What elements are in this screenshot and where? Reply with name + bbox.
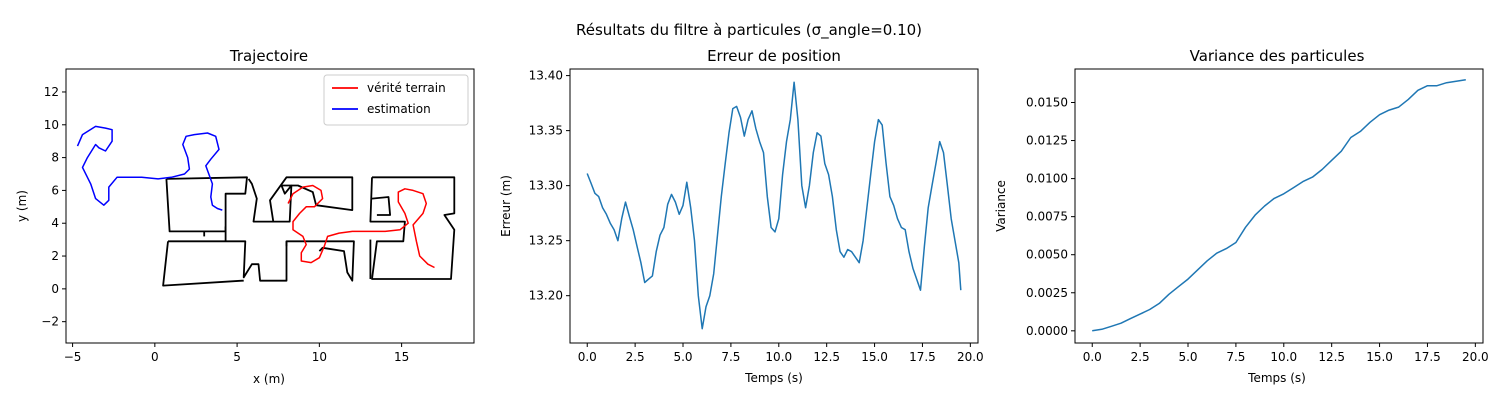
error-xtick-label: 0.0 [578, 350, 597, 364]
trajectory-ytick-label: −2 [41, 315, 59, 329]
variance-ytick-label: 0.0150 [1026, 95, 1068, 109]
variance-xtick-label: 7.5 [1226, 350, 1245, 364]
error-xtick-label: 5.0 [673, 350, 692, 364]
variance-xtick-label: 20.0 [1462, 350, 1489, 364]
variance-xtick-label: 5.0 [1178, 350, 1197, 364]
trajectory-ytick-label: 10 [44, 118, 59, 132]
error-xtick-label: 10.0 [765, 350, 792, 364]
legend-label: vérité terrain [367, 81, 446, 95]
trajectory-series-line-1 [76, 125, 223, 211]
trajectory-title: Trajectoire [229, 47, 308, 65]
wall-segment [162, 241, 244, 287]
error-ytick-label: 13.30 [529, 179, 563, 193]
trajectory-axes-frame [65, 68, 475, 344]
trajectory-ytick-label: 6 [51, 183, 59, 197]
trajectory-xlabel: x (m) [253, 372, 285, 386]
variance-xtick-label: 12.5 [1318, 350, 1345, 364]
error-ytick-label: 13.35 [529, 124, 563, 138]
wall-segment [247, 176, 354, 223]
legend-box [323, 74, 469, 126]
trajectory-xtick-label: −5 [64, 350, 82, 364]
error-axes-frame [569, 68, 979, 344]
variance-xtick-label: 17.5 [1414, 350, 1441, 364]
error-title: Erreur de position [707, 47, 841, 65]
variance-ytick-label: 0.0000 [1026, 324, 1068, 338]
error-xtick-label: 12.5 [813, 350, 840, 364]
variance-xlabel: Temps (s) [1247, 371, 1306, 385]
variance-series-line-0 [1092, 78, 1466, 332]
error-ylabel: Erreur (m) [499, 175, 513, 237]
trajectory-xtick-label: 10 [312, 350, 327, 364]
variance-ytick-label: 0.0050 [1026, 248, 1068, 262]
position-error-plot: Erreur de position Temps (s) Erreur (m) … [499, 47, 984, 385]
wall-segment [369, 176, 456, 280]
legend-label: estimation [367, 102, 431, 116]
variance-ytick-label: 0.0075 [1026, 210, 1068, 224]
variance-xtick-label: 10.0 [1270, 350, 1297, 364]
trajectory-xtick-label: 15 [394, 350, 409, 364]
wall-segment [165, 176, 248, 233]
trajectory-ytick-label: 0 [51, 282, 59, 296]
wall-segment [371, 196, 392, 216]
trajectory-plot: Trajectoire x (m) y (m) −5 0 5 10 15 −2 0 2 4 6 8 1… [15, 47, 475, 386]
error-ytick-label: 13.40 [529, 69, 563, 83]
particle-variance-plot: Variance des particules Temps (s) Varian… [994, 47, 1489, 385]
variance-ytick-label: 0.0125 [1026, 134, 1068, 148]
variance-xtick-label: 0.0 [1083, 350, 1102, 364]
error-xtick-label: 20.0 [957, 350, 984, 364]
trajectory-series-line-0 [287, 184, 435, 269]
error-xtick-label: 2.5 [626, 350, 645, 364]
error-series-line-0 [586, 81, 962, 330]
variance-axes-frame [1074, 68, 1484, 344]
wall-segment [168, 240, 355, 282]
variance-ytick-label: 0.0100 [1026, 172, 1068, 186]
trajectory-ytick-label: 2 [51, 249, 59, 263]
trajectory-ytick-label: 4 [51, 216, 59, 230]
error-xtick-label: 17.5 [909, 350, 936, 364]
trajectory-xtick-label: 0 [151, 350, 159, 364]
error-xlabel: Temps (s) [744, 371, 803, 385]
error-ytick-label: 13.25 [529, 234, 563, 248]
error-xtick-label: 15.0 [861, 350, 888, 364]
figure-suptitle: Résultats du filtre à particules (σ_angl… [576, 21, 922, 40]
trajectory-xtick-label: 5 [233, 350, 241, 364]
variance-title: Variance des particules [1190, 47, 1365, 65]
variance-ytick-label: 0.0025 [1026, 286, 1068, 300]
trajectory-ytick-label: 12 [44, 85, 59, 99]
variance-xtick-label: 2.5 [1131, 350, 1150, 364]
variance-ylabel: Variance [994, 180, 1008, 232]
error-ytick-label: 13.20 [529, 289, 563, 303]
trajectory-ytick-label: 8 [51, 151, 59, 165]
variance-xtick-label: 15.0 [1366, 350, 1393, 364]
error-xtick-label: 7.5 [721, 350, 740, 364]
trajectory-ylabel: y (m) [15, 190, 29, 222]
